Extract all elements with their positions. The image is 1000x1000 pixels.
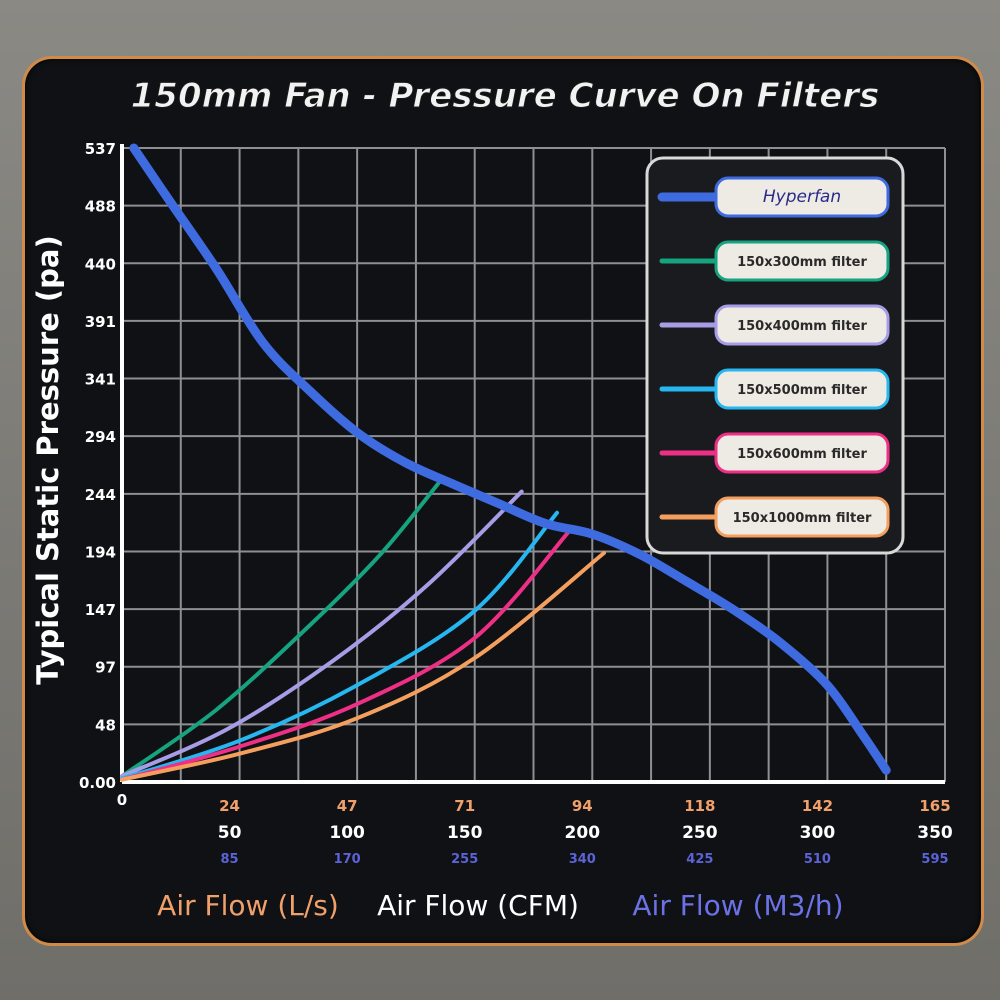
legend-pill-150x400mm-filter [714,304,890,346]
legend-label-150x1000mm-filter: 150x1000mm filter [733,511,872,526]
legend-pill-150x300mm-filter [714,240,890,282]
x-origin-label: 0 [117,791,127,809]
y-tick-label: 194 [85,543,116,561]
series-line-150x1000mm-filter [120,551,606,782]
legend: Hyperfan 150x300mm filter 150x400mm filter… [645,156,905,555]
chart-title: 150mm Fan - Pressure Curve On Filters [131,76,880,116]
legend-pill-150x600mm-filter [714,432,890,474]
y-tick-label: 537 [85,140,116,158]
x-tick-labels: 24 47 71 94 118 142 165 50 100 150 200 250 300 350 85 1… [218,797,953,867]
x-tick-label-cfm: 100 [329,823,365,843]
series-line-hyperfan [129,143,891,775]
x-tick-label-ls: 165 [919,797,950,815]
y-tick-label: 341 [85,371,116,389]
y-tick-labels: 537 488 440 391 341 294 244 194 147 97 48 0.00 [79,140,116,792]
legend-pill-150x500mm-filter [714,368,890,410]
x-tick-label-ls: 118 [684,797,715,815]
x-tick-label-cfm: 300 [800,823,836,843]
x-axis-label-ls: Air Flow (L/s) [157,889,339,922]
x-axis-label-m3h: Air Flow (M3/h) [632,889,843,922]
x-tick-label-ls: 94 [572,797,593,815]
x-tick-label-m3h: 425 [686,852,713,867]
series-line-150x300mm-filter [120,480,442,779]
x-tick-label-m3h: 85 [221,852,239,867]
y-tick-label: 488 [85,198,116,216]
x-tick-label-cfm: 200 [565,823,601,843]
x-tick-label-m3h: 595 [921,852,948,867]
legend-items: Hyperfan 150x300mm filter 150x400mm filter… [657,176,890,538]
y-tick-label: 147 [85,601,116,619]
legend-label-hyperfan: Hyperfan [763,187,841,207]
legend-label-150x500mm-filter: 150x500mm filter [737,383,867,398]
y-tick-label: 97 [95,659,116,677]
legend-label-150x600mm-filter: 150x600mm filter [737,447,867,462]
y-tick-label: 48 [95,716,116,734]
x-tick-label-ls: 47 [337,797,358,815]
x-tick-label-cfm: 150 [447,823,483,843]
y-axis-label: Typical Static Pressure (pa) [31,235,65,684]
x-tick-label-ls: 71 [454,797,475,815]
x-axis-label-cfm: Air Flow (CFM) [377,889,579,922]
x-tick-label-m3h: 340 [569,852,596,867]
y-tick-label: 391 [85,313,116,331]
x-tick-label-cfm: 350 [917,823,953,843]
y-tick-label: 244 [85,486,116,504]
legend-label-150x400mm-filter: 150x400mm filter [737,319,867,334]
x-tick-label-m3h: 170 [334,852,361,867]
legend-pill-hyperfan [714,176,890,218]
series-line-150x500mm-filter [120,510,559,781]
legend-label-150x300mm-filter: 150x300mm filter [737,255,867,270]
y-tick-label: 440 [85,255,116,273]
series-line-150x600mm-filter [120,529,571,782]
x-tick-label-m3h: 255 [451,852,478,867]
y-tick-label: 294 [85,428,116,446]
x-tick-label-cfm: 250 [682,823,718,843]
legend-pill-150x1000mm-filter [714,496,890,538]
x-tick-label-ls: 142 [802,797,833,815]
x-tick-label-cfm: 50 [218,823,242,843]
series-line-150x400mm-filter [120,489,524,779]
x-tick-label-ls: 24 [219,797,240,815]
series-layer [120,143,891,782]
y-tick-label: 0.00 [79,774,116,792]
x-tick-label-m3h: 510 [804,852,831,867]
